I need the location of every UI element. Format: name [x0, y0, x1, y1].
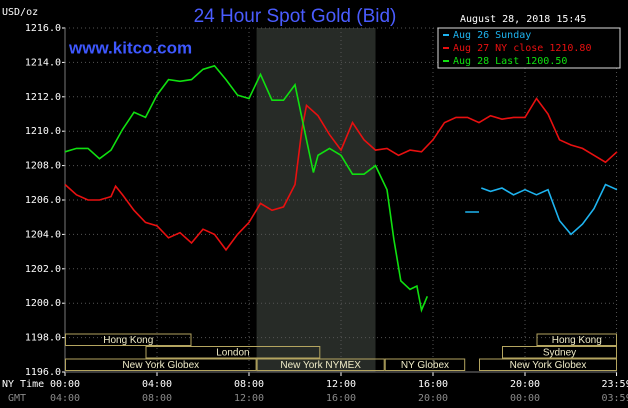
y-tick-label: 1214.0 [25, 57, 61, 68]
session-box [256, 358, 385, 371]
plot: 1196.0 1198.0 1200.0 1202.0 1204.0 1206.0 1208… [25, 23, 628, 404]
session-box [65, 333, 192, 346]
session-label: London [216, 347, 249, 358]
x-tick-label: 08:00 [234, 379, 264, 390]
gmt-tick-label: 03:59 [601, 393, 628, 404]
session-label: New York Globex [510, 360, 587, 371]
session-label: New York NYMEX [280, 360, 361, 371]
gmt-tick-label: 00:00 [510, 393, 540, 404]
x-tick-label: 23:59 [601, 379, 628, 390]
timestamp: August 28, 2018 15:45 [460, 14, 586, 25]
x-tick-label: 04:00 [142, 379, 172, 390]
gmt-tick-label: 12:00 [234, 393, 264, 404]
x-tick-label: 20:00 [510, 379, 540, 390]
y-tick-label: 1198.0 [25, 333, 61, 344]
gmt-tick-label: 08:00 [142, 393, 172, 404]
y-tick-label: 1204.0 [25, 229, 61, 240]
series-line [64, 97, 618, 252]
y-tick-label: 1212.0 [25, 92, 61, 103]
session-label: New York Globex [122, 360, 199, 371]
series-line [465, 183, 618, 236]
y-tick-label: 1210.0 [25, 126, 61, 137]
y-tick-label: 1208.0 [25, 161, 61, 172]
legend: Aug 26 Sunday Aug 27 NY close 1210.80 Aug … [437, 27, 621, 69]
y-tick-label: 1200.0 [25, 298, 61, 309]
website: www.kitco.com [68, 38, 192, 57]
x-tick-label: 00:00 [50, 379, 80, 390]
legend-label: Aug 28 Last 1200.50 [453, 56, 567, 67]
x-axis-label: NY Time [2, 379, 44, 390]
y-tick-label: 1196.0 [25, 367, 61, 378]
legend-label: Aug 26 Sunday [453, 30, 531, 41]
session-label: NY Globex [401, 360, 449, 371]
y-tick-label: 1206.0 [25, 195, 61, 206]
gmt-tick-label: 04:00 [50, 393, 80, 404]
y-unit: USD/oz [2, 7, 38, 18]
gmt-tick-label: 20:00 [418, 393, 448, 404]
y-tick-label: 1216.0 [25, 23, 61, 34]
gmt-tick-label: 16:00 [326, 393, 356, 404]
session-box [384, 358, 466, 371]
session-label: Hong Kong [103, 335, 153, 346]
session-box [536, 333, 617, 346]
session-box [145, 346, 321, 359]
series-line [64, 64, 429, 313]
gmt-axis-label: GMT [8, 393, 26, 404]
session-box [502, 346, 617, 359]
session-label: Sydney [543, 347, 576, 358]
session-label: Hong Kong [552, 335, 602, 346]
legend-box [437, 27, 621, 69]
shade-region [256, 28, 376, 372]
session-box [479, 358, 617, 371]
legend-label: Aug 27 NY close 1210.80 [453, 43, 591, 54]
x-tick-label: 16:00 [418, 379, 448, 390]
chart-title: 24 Hour Spot Gold (Bid) [194, 6, 397, 27]
session-box [65, 358, 257, 371]
x-tick-label: 12:00 [326, 379, 356, 390]
y-tick-label: 1202.0 [25, 264, 61, 275]
